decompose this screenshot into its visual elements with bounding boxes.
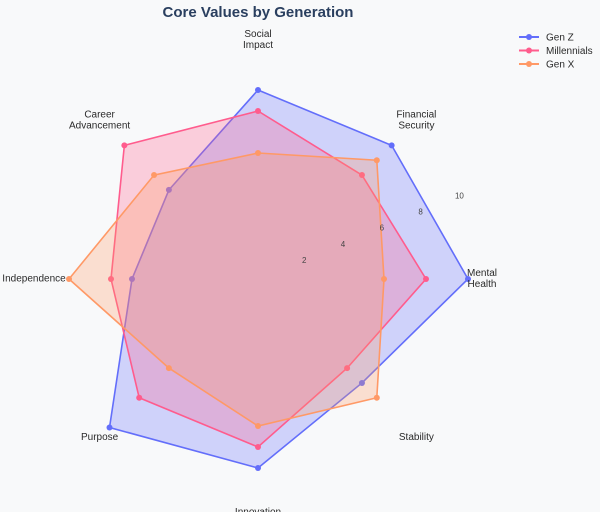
data-point[interactable] [151,172,158,179]
data-point[interactable] [255,423,261,429]
data-point[interactable] [381,276,387,282]
radial-tick-label: 6 [380,224,385,233]
data-point[interactable] [358,379,365,386]
category-label: Purpose [81,432,119,443]
data-point[interactable] [255,444,261,450]
legend-item[interactable]: Millennials [519,46,593,57]
legend-marker-icon [526,61,532,67]
radial-tick-label: 8 [418,208,423,217]
category-label: Stability [399,432,434,443]
data-point[interactable] [373,157,380,164]
category-label-line: Advancement [69,121,130,132]
category-label-line: Stability [399,432,434,443]
legend-label: Millennials [546,46,593,57]
radial-tick-label: 4 [341,240,346,249]
legend-item[interactable]: Gen Z [519,33,574,44]
data-point[interactable] [165,365,172,372]
category-label-line: Impact [243,40,273,51]
category-label-line: Health [468,279,497,290]
series-millennials [108,108,429,450]
legend-label: Gen X [546,60,575,71]
data-point[interactable] [255,108,261,114]
data-point[interactable] [165,186,172,193]
category-label-line: Career [84,110,115,121]
category-label-line: Mental [467,268,497,279]
category-label-line: Independence [2,274,66,285]
data-point[interactable] [465,276,471,282]
legend-item[interactable]: Gen X [519,60,575,71]
category-label-line: Security [398,121,434,132]
legend-label: Gen Z [546,33,574,44]
data-point[interactable] [255,465,261,471]
radial-tick-label: 2 [302,256,307,265]
data-point[interactable] [358,172,365,179]
legend-marker-icon [526,34,532,40]
radial-tick-label: 10 [455,192,464,201]
category-label-line: Financial [396,110,436,121]
data-point[interactable] [423,276,429,282]
data-point[interactable] [129,276,135,282]
legend-marker-icon [526,47,532,54]
series-gen-x [66,150,387,429]
data-point[interactable] [388,142,395,149]
data-point[interactable] [255,150,261,156]
data-point[interactable] [106,424,113,431]
data-point[interactable] [136,394,143,401]
data-point[interactable] [66,276,72,282]
category-label: Independence [2,274,66,285]
chart-title: Core Values by Generation [163,4,354,21]
category-label-line: Innovation [235,507,281,512]
data-point[interactable] [255,87,261,93]
data-point[interactable] [373,394,380,401]
data-point[interactable] [344,365,351,372]
data-point[interactable] [121,142,128,149]
data-point[interactable] [108,276,114,282]
category-label-line: Social [244,29,271,40]
category-label-line: Purpose [81,432,119,443]
category-label: Innovation [235,507,281,512]
